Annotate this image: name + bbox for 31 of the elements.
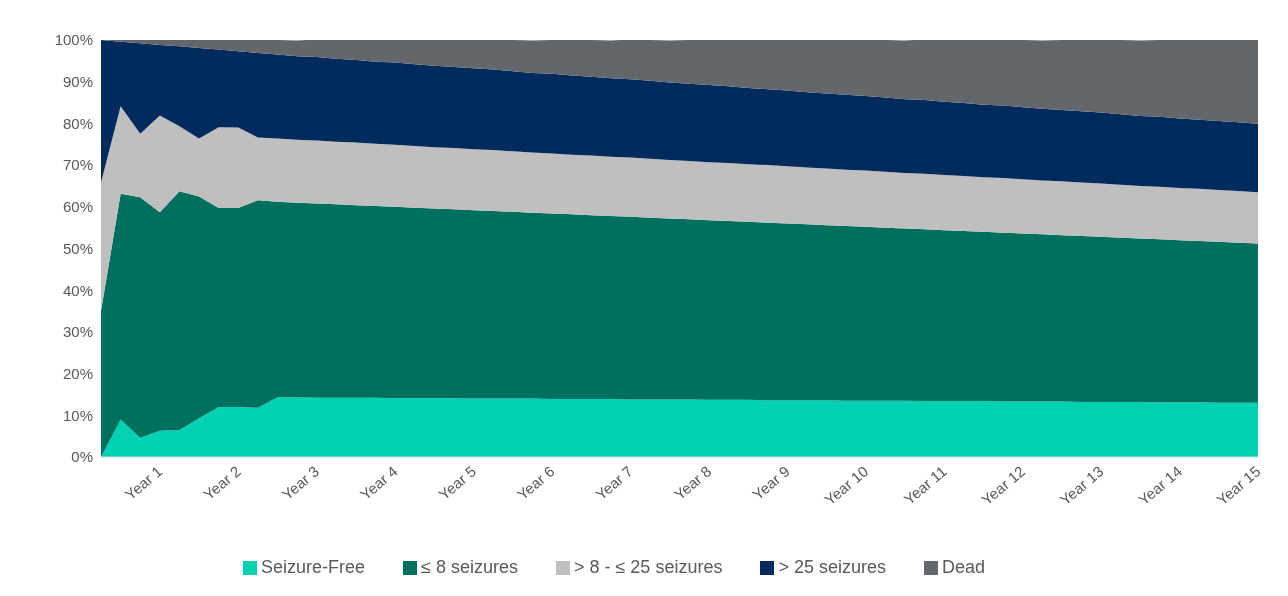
x-tick-label: Year 11 — [900, 462, 950, 508]
y-tick-label: 10% — [62, 406, 93, 424]
legend-label: ≤ 8 seizures — [421, 557, 518, 577]
y-tick-label: 80% — [62, 114, 93, 132]
x-tick-label: Year 2 — [200, 462, 244, 504]
x-tick-label: Year 13 — [1056, 462, 1107, 509]
legend-label: > 8 - ≤ 25 seizures — [573, 557, 723, 577]
y-tick-label: 60% — [62, 198, 93, 216]
y-tick-label: 40% — [62, 281, 93, 299]
x-tick-label: Year 1 — [121, 462, 166, 504]
legend-label: > 25 seizures — [778, 557, 886, 577]
x-tick-label: Year 15 — [1213, 462, 1264, 509]
x-tick-label: Year 9 — [749, 462, 793, 504]
x-tick-label: Year 10 — [821, 462, 872, 509]
y-tick-label: 0% — [71, 448, 93, 466]
y-tick-label: 70% — [62, 156, 93, 174]
y-tick-label: 100% — [54, 31, 93, 49]
y-tick-label: 50% — [62, 239, 93, 257]
x-tick-label: Year 7 — [592, 462, 636, 504]
y-tick-label: 20% — [62, 364, 93, 382]
x-tick-label: Year 14 — [1134, 462, 1186, 509]
x-tick-label: Year 5 — [435, 462, 480, 504]
legend-label: Seizure-Free — [260, 557, 366, 577]
x-tick-label: Year 3 — [278, 462, 323, 504]
x-tick-label: Year 12 — [978, 462, 1029, 509]
x-tick-label: Year 8 — [670, 462, 715, 504]
y-tick-label: 90% — [62, 73, 93, 91]
x-tick-label: Year 4 — [356, 462, 401, 504]
legend-label: Dead — [941, 557, 985, 577]
x-tick-label: Year 6 — [513, 462, 558, 504]
y-tick-label: 30% — [62, 323, 93, 341]
